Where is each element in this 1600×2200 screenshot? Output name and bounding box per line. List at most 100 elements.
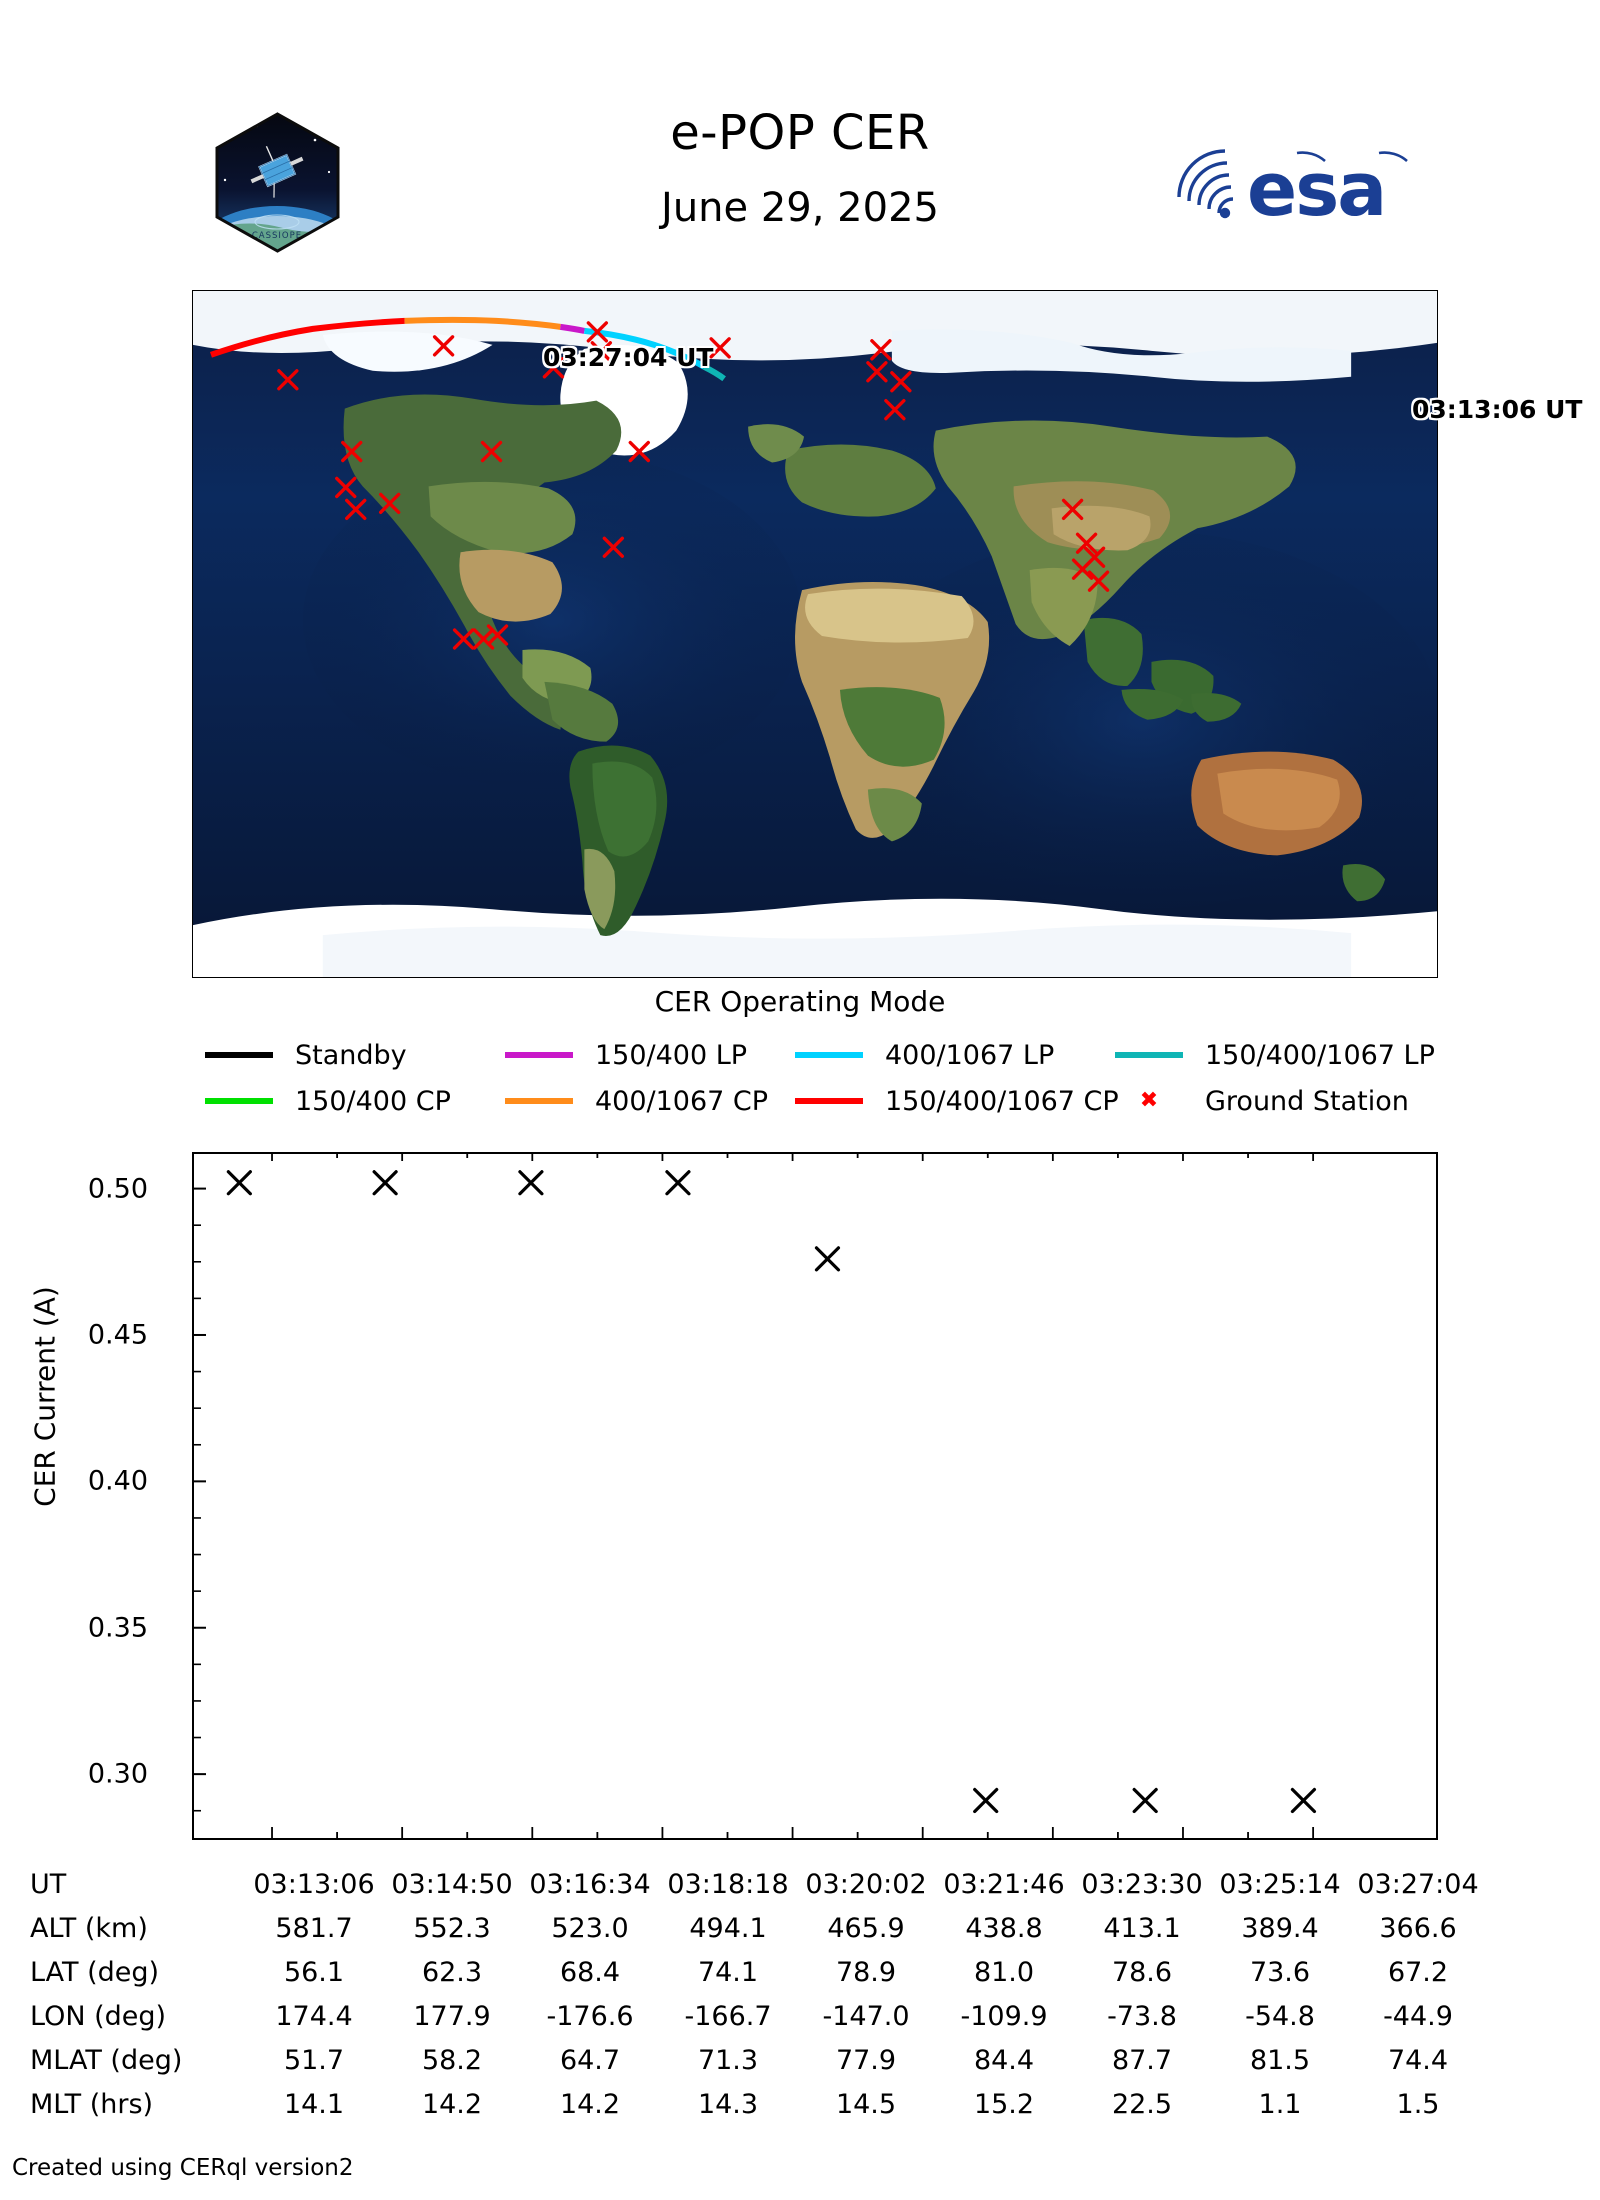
table-cell: 74.4 bbox=[1387, 2044, 1449, 2076]
legend-item-150-400-cp[interactable]: 150/400 CP bbox=[205, 1086, 505, 1117]
table-cell: 03:18:18 bbox=[667, 1868, 789, 1900]
table-row-header: UT bbox=[30, 1868, 67, 1900]
table-cell: 523.0 bbox=[551, 1912, 629, 1944]
page-title: e-POP CER bbox=[670, 105, 930, 161]
x-axis-ticks bbox=[271, 1827, 1315, 1840]
legend-item-standby[interactable]: Standby bbox=[205, 1040, 505, 1071]
x-axis-top-ticks bbox=[271, 1152, 1315, 1161]
table-cell: 67.2 bbox=[1387, 1956, 1449, 1988]
legend-row-top: Standby 150/400 LP 400/1067 LP 150/400/1… bbox=[205, 1032, 1455, 1078]
legend-item-400-1067-cp[interactable]: 400/1067 CP bbox=[505, 1086, 795, 1117]
legend-label-400-1067-lp: 400/1067 LP bbox=[885, 1039, 1055, 1071]
y-tick-label: 0.45 bbox=[87, 1319, 148, 1351]
table-cell: 62.3 bbox=[421, 1956, 483, 1988]
table-cell: -147.0 bbox=[822, 2000, 910, 2032]
table-cell: 581.7 bbox=[275, 1912, 353, 1944]
esa-logo-icon: esa bbox=[1175, 135, 1465, 233]
table-cell: 78.9 bbox=[835, 1956, 897, 1988]
legend-swatch-400-1067-cp bbox=[505, 1098, 573, 1104]
table-cell: 03:27:04 bbox=[1357, 1868, 1479, 1900]
page-header: CASSIOPE e-POP CER June 29, 2025 esa bbox=[0, 0, 1600, 280]
y-axis-label: CER Current (A) bbox=[28, 1286, 62, 1507]
table-row-header: MLAT (deg) bbox=[30, 2044, 183, 2076]
table-cell: 438.8 bbox=[965, 1912, 1043, 1944]
table-row: ALT (km) 581.7 552.3 523.0 494.1 465.9 438.8 41… bbox=[30, 1906, 1487, 1950]
table-cell: 03:20:02 bbox=[805, 1868, 927, 1900]
table-cell: 389.4 bbox=[1241, 1912, 1319, 1944]
data-point-marker bbox=[518, 1170, 544, 1196]
y-axis-major-ticks bbox=[192, 1187, 206, 1776]
table-cell: -44.9 bbox=[1383, 2000, 1453, 2032]
table-cell: 87.7 bbox=[1111, 2044, 1173, 2076]
legend-label-150-400-lp: 150/400 LP bbox=[595, 1039, 748, 1071]
table-cell: 14.2 bbox=[559, 2088, 621, 2120]
data-point-marker bbox=[1290, 1787, 1317, 1814]
legend-label-ground-station: Ground Station bbox=[1205, 1085, 1409, 1117]
y-tick-label: 0.40 bbox=[87, 1465, 148, 1497]
cer-current-scatter-plot[interactable] bbox=[192, 1152, 1438, 1840]
legend-item-400-1067-lp[interactable]: 400/1067 LP bbox=[795, 1040, 1115, 1071]
table-cell: 03:25:14 bbox=[1219, 1868, 1341, 1900]
legend-item-ground-station[interactable]: ✖ Ground Station bbox=[1115, 1086, 1409, 1117]
legend-item-150-400-1067-lp[interactable]: 150/400/1067 LP bbox=[1115, 1040, 1435, 1071]
table-cell: 84.4 bbox=[973, 2044, 1035, 2076]
table-cell: -176.6 bbox=[546, 2000, 634, 2032]
ground-track-world-map[interactable]: 03:27:04 UT bbox=[192, 290, 1438, 978]
table-cell: 68.4 bbox=[559, 1956, 621, 1988]
legend-swatch-150-400-1067-lp bbox=[1115, 1052, 1183, 1058]
table-cell: 71.3 bbox=[697, 2044, 759, 2076]
cassiope-mission-patch-icon: CASSIOPE bbox=[205, 110, 350, 255]
legend-item-150-400-lp[interactable]: 150/400 LP bbox=[505, 1040, 795, 1071]
data-point-marker bbox=[973, 1787, 999, 1814]
table-cell: 14.1 bbox=[283, 2088, 345, 2120]
legend-swatch-150-400-1067-cp bbox=[795, 1098, 863, 1104]
legend-label-150-400-cp: 150/400 CP bbox=[295, 1085, 451, 1117]
table-cell: 1.1 bbox=[1258, 2088, 1302, 2120]
plot-frame bbox=[192, 1152, 1438, 1840]
legend-row-bottom: 150/400 CP 400/1067 CP 150/400/1067 CP ✖… bbox=[205, 1078, 1455, 1124]
table-cell: 14.3 bbox=[697, 2088, 759, 2120]
table-cell: 51.7 bbox=[283, 2044, 345, 2076]
svg-text:esa: esa bbox=[1247, 147, 1385, 230]
table-cell: 64.7 bbox=[559, 2044, 621, 2076]
table-cell: 78.6 bbox=[1111, 1956, 1173, 1988]
table-cell: -109.9 bbox=[960, 2000, 1048, 2032]
legend-item-150-400-1067-cp[interactable]: 150/400/1067 CP bbox=[795, 1086, 1119, 1117]
table-cell: 03:23:30 bbox=[1081, 1868, 1203, 1900]
table-cell: 03:16:34 bbox=[529, 1868, 651, 1900]
table-cell: 56.1 bbox=[283, 1956, 345, 1988]
legend-label-400-1067-cp: 400/1067 CP bbox=[595, 1085, 769, 1117]
table-cell: 81.5 bbox=[1249, 2044, 1311, 2076]
y-tick-label: 0.50 bbox=[87, 1173, 148, 1205]
legend-swatch-150-400-cp bbox=[205, 1098, 273, 1104]
table-row-header: MLT (hrs) bbox=[30, 2088, 154, 2120]
table-cell: 73.6 bbox=[1249, 1956, 1311, 1988]
table-cell: -54.8 bbox=[1245, 2000, 1315, 2032]
legend-label-150-400-1067-cp: 150/400/1067 CP bbox=[885, 1085, 1119, 1117]
table-row: UT 03:13:06 03:14:50 03:16:34 03:18:18 03:20:… bbox=[30, 1862, 1487, 1906]
y-tick-label: 0.35 bbox=[87, 1612, 148, 1644]
table-cell: -73.8 bbox=[1107, 2000, 1177, 2032]
table-cell: 58.2 bbox=[421, 2044, 483, 2076]
table-cell: 465.9 bbox=[827, 1912, 905, 1944]
page-date: June 29, 2025 bbox=[661, 185, 939, 231]
table-cell: 14.2 bbox=[421, 2088, 483, 2120]
table-cell: 15.2 bbox=[973, 2088, 1035, 2120]
table-row: LAT (deg) 56.1 62.3 68.4 74.1 78.9 81.0 78.6 73.… bbox=[30, 1950, 1487, 1994]
table-cell: 174.4 bbox=[275, 2000, 353, 2032]
table-cell: 494.1 bbox=[689, 1912, 767, 1944]
table-cell: 1.5 bbox=[1396, 2088, 1440, 2120]
legend-label-150-400-1067-lp: 150/400/1067 LP bbox=[1205, 1039, 1435, 1071]
footer-credit: Created using CERql version2 bbox=[12, 2155, 354, 2181]
ephemeris-table-wrap: UT 03:13:06 03:14:50 03:16:34 03:18:18 03:20:… bbox=[0, 1862, 1600, 2126]
table-cell: 366.6 bbox=[1379, 1912, 1457, 1944]
legend-swatch-150-400-lp bbox=[505, 1052, 573, 1058]
svg-text:CASSIOPE: CASSIOPE bbox=[252, 231, 302, 241]
table-cell: 03:21:46 bbox=[943, 1868, 1065, 1900]
table-cell: 552.3 bbox=[413, 1912, 491, 1944]
data-point-marker bbox=[226, 1170, 252, 1196]
table-row-header: LON (deg) bbox=[30, 2000, 167, 2032]
ephemeris-table: UT 03:13:06 03:14:50 03:16:34 03:18:18 03:20:… bbox=[30, 1862, 1487, 2126]
table-row: MLAT (deg) 51.7 58.2 64.7 71.3 77.9 84.4 87.7 81… bbox=[30, 2038, 1487, 2082]
data-point-marker bbox=[372, 1170, 398, 1196]
